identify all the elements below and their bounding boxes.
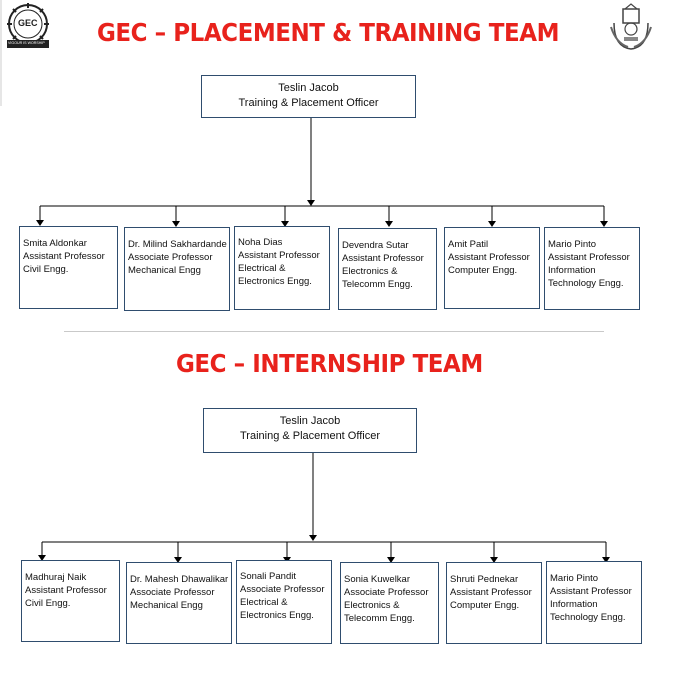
placement-head-role: Training & Placement Officer (238, 97, 379, 109)
gec-logo-motto: VIGOUR IS WORSHIP (8, 41, 45, 45)
internship-member-it: Mario Pinto Assistant Professor Informat… (546, 561, 642, 644)
gec-logo-text: GEC (18, 18, 38, 28)
left-edge-line (0, 0, 2, 106)
section-divider (64, 331, 604, 332)
placement-member-electrical: Noha Dias Assistant Professor Electrical… (234, 226, 330, 310)
placement-title: GEC – PLACEMENT & TRAINING TEAM (97, 18, 560, 47)
internship-head-role: Training & Placement Officer (239, 430, 380, 442)
placement-head-name: Teslin Jacob (278, 82, 339, 94)
placement-member-it: Mario Pinto Assistant Professor Informat… (544, 227, 640, 310)
internship-member-electrical: Sonali Pandit Associate Professor Electr… (236, 560, 332, 644)
internship-member-civil: Madhuraj Naik Assistant Professor Civil … (21, 560, 120, 642)
gec-logo-icon: GEC VIGOUR IS WORSHIP (3, 2, 53, 50)
internship-member-computer: Shruti Pednekar Assistant Professor Comp… (446, 562, 542, 644)
placement-member-computer: Amit Patil Assistant Professor Computer … (444, 227, 540, 309)
placement-head-box: Teslin Jacob Training & Placement Office… (201, 75, 416, 118)
placement-member-electronics: Devendra Sutar Assistant Professor Elect… (338, 228, 437, 310)
placement-member-civil: Smita Aldonkar Assistant Professor Civil… (19, 226, 118, 309)
internship-head-box: Teslin Jacob Training & Placement Office… (203, 408, 417, 453)
internship-member-mechanical: Dr. Mahesh Dhawalikar Associate Professo… (126, 562, 232, 644)
placement-member-mechanical: Dr. Milind Sakhardande Associate Profess… (124, 227, 230, 311)
internship-member-electronics: Sonia Kuwelkar Associate Professor Elect… (340, 562, 439, 644)
internship-head-name: Teslin Jacob (279, 415, 341, 427)
goa-emblem-icon (606, 3, 656, 51)
internship-title: GEC – INTERNSHIP TEAM (176, 349, 483, 378)
